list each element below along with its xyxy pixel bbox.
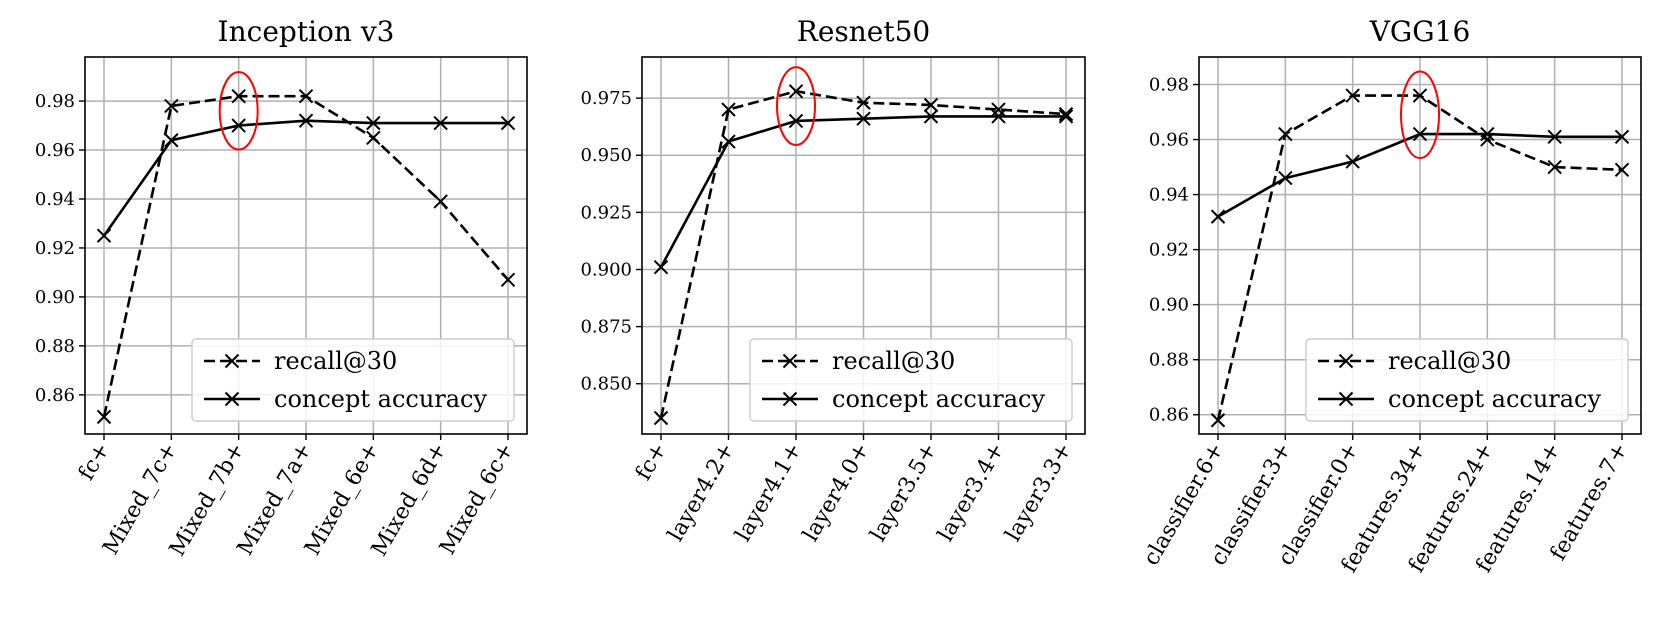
data-point-marker [923,109,939,124]
data-point-marker [96,228,112,243]
legend: recall@30 concept accuracy [191,338,515,422]
x-tick-label: fc+ [74,439,115,485]
chart-title: Inception v3 [218,15,395,48]
data-point-marker [653,259,669,275]
legend-label: recall@30 [274,347,397,375]
y-tick-label: 0.88 [35,336,75,357]
y-tick-label: 0.98 [35,91,75,112]
legend: recall@30 concept accuracy [749,338,1073,422]
data-point-marker [231,118,246,133]
y-tick-label: 0.950 [580,145,632,166]
legend: recall@30 concept accuracy [1305,338,1629,422]
data-point-marker [788,113,804,129]
chart-panel-1: 0.8500.8750.9000.9250.9500.975fc+layer4.… [580,15,1086,546]
y-tick-label: 0.875 [580,317,632,338]
y-tick-label: 0.96 [35,140,75,161]
legend-box [749,338,1073,422]
data-point-marker [500,272,516,287]
data-point-marker [96,409,112,425]
data-point-marker [653,410,669,426]
chart-panel-2: 0.860.880.900.920.940.960.98classifier.6… [1139,15,1642,577]
data-point-marker [1345,154,1360,169]
data-point-marker [991,109,1006,124]
data-point-marker [164,98,179,114]
data-point-marker [923,97,939,113]
data-point-marker [856,111,871,126]
data-point-marker [1547,129,1562,145]
y-tick-label: 0.90 [1149,295,1189,316]
data-point-marker [366,130,381,145]
data-point-marker [991,102,1006,117]
y-tick-label: 0.900 [580,259,632,280]
y-tick-label: 0.94 [35,189,75,210]
data-point-marker [366,115,381,131]
data-point-marker [1058,106,1074,122]
data-point-marker [1210,413,1226,428]
legend-label: concept accuracy [1388,385,1602,413]
legend-box [191,338,515,422]
x-tick-label: layer3.5+ [866,439,942,546]
data-point-marker [1614,129,1630,145]
x-tick-label: fc+ [631,439,672,485]
data-point-marker [433,115,448,131]
data-point-marker [721,102,736,117]
y-tick-label: 0.975 [580,88,632,109]
data-point-marker [1210,209,1226,224]
y-tick-label: 0.92 [1149,240,1189,261]
x-tick-label: layer4.1+ [731,439,807,546]
data-point-marker [500,115,516,131]
data-point-marker [1278,126,1293,142]
data-point-marker [856,95,871,110]
data-point-marker [164,133,179,148]
legend-label: recall@30 [832,347,955,375]
data-point-marker [1058,109,1074,124]
data-point-marker [1547,159,1562,175]
data-point-marker [298,113,314,128]
chart-panel-0: 0.860.880.900.920.940.960.98fc+Mixed_7c+… [35,15,528,561]
highlight-ellipse [218,71,259,151]
data-point-marker [788,84,804,99]
data-point-marker [1412,88,1428,103]
data-point-marker [1412,126,1428,142]
x-tick-label: layer4.0+ [798,439,874,546]
x-tick-label: layer3.3+ [1001,439,1077,546]
chart-title: Resnet50 [797,15,931,48]
data-point-marker [1278,170,1293,186]
data-point-marker [721,134,736,149]
legend-box [1305,338,1629,422]
x-tick-label: layer4.2+ [663,439,739,546]
data-point-marker [298,88,314,104]
y-tick-label: 0.850 [580,374,632,395]
chart-title: VGG16 [1369,15,1471,48]
y-tick-label: 0.925 [580,202,632,223]
legend-label: concept accuracy [274,385,488,413]
data-point-marker [1614,162,1630,178]
y-tick-label: 0.98 [1149,75,1189,96]
y-tick-label: 0.86 [35,385,75,406]
legend-label: concept accuracy [832,385,1046,413]
y-tick-label: 0.86 [1149,405,1189,426]
y-tick-label: 0.88 [1149,350,1189,371]
legend-label: recall@30 [1388,347,1511,375]
data-point-marker [1345,88,1360,103]
y-tick-label: 0.92 [35,238,75,259]
y-tick-label: 0.90 [35,287,75,308]
y-tick-label: 0.96 [1149,130,1189,151]
x-tick-label: layer3.4+ [933,439,1009,546]
data-point-marker [433,194,448,209]
data-point-marker [1480,126,1495,142]
highlight-ellipse [776,66,816,146]
y-tick-label: 0.94 [1149,185,1189,206]
highlight-ellipse [1400,70,1440,160]
data-point-marker [231,88,246,104]
